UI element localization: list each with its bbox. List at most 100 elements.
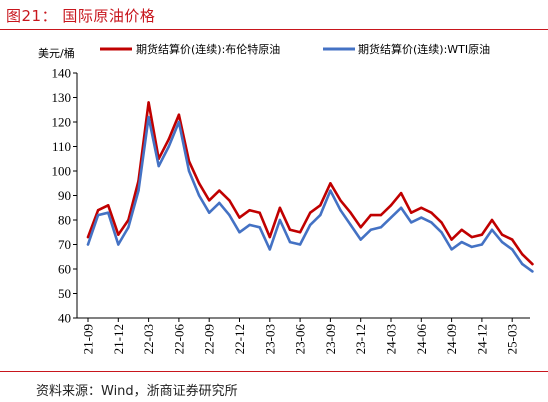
brent-data-point [430, 211, 433, 214]
brent-data-point [228, 199, 231, 202]
brent-data-point [278, 206, 282, 209]
brent-data-point [298, 231, 302, 234]
brent-data-point [369, 213, 372, 217]
wti-data-point [410, 221, 413, 224]
wti-data-point [309, 223, 312, 227]
y-tick-label: 120 [52, 115, 72, 130]
x-tick-label: 21-12 [111, 324, 126, 354]
source-rule [0, 371, 548, 372]
x-tick-label: 21-09 [81, 324, 96, 354]
wti-data-point [107, 211, 110, 214]
x-tick-label: 23-09 [323, 324, 338, 354]
wti-data-point [531, 270, 534, 273]
brent-data-point [511, 238, 514, 241]
brent-data-point [329, 182, 332, 185]
brent-data-point [389, 204, 393, 207]
brent-data-point [490, 218, 494, 222]
brent-data-point [339, 199, 342, 202]
wti-data-point [258, 226, 261, 229]
wti-data-point [369, 228, 372, 231]
brent-data-point [460, 228, 463, 231]
brent-data-point [399, 191, 403, 195]
brent-data-point [238, 216, 241, 219]
wti-data-point [359, 238, 362, 241]
y-tick-label: 140 [52, 66, 72, 81]
x-tick-label: 24-03 [384, 324, 399, 354]
wti-data-point [157, 164, 160, 168]
wti-data-point [278, 218, 282, 222]
x-tick-label: 24-09 [444, 324, 459, 354]
brent-data-point [480, 233, 484, 236]
wti-data-point [470, 245, 473, 249]
brent-data-point [177, 113, 181, 116]
y-tick-label: 110 [52, 139, 71, 154]
brent-data-point [420, 206, 423, 209]
y-tick-label: 70 [58, 237, 71, 252]
wti-data-point [430, 221, 433, 224]
brent-data-point [258, 211, 261, 214]
wti-data-point [450, 248, 453, 251]
brent-data-point [288, 228, 292, 231]
brent-data-point [309, 211, 312, 214]
wti-data-point [399, 206, 403, 209]
wti-data-point [420, 216, 423, 219]
wti-data-point [329, 189, 332, 192]
chart-axes: 40 50 60 70 80 90 100 110 120 130 140 21-09 21-12 22-… [52, 66, 530, 354]
legend-label-wti: 期货结算价(连续):WTI原油 [358, 42, 490, 56]
brent-data-point [197, 182, 201, 185]
brent-data-point [531, 262, 534, 266]
wti-data-point [117, 243, 120, 246]
brent-data-point [117, 233, 120, 236]
brent-data-point [450, 238, 453, 241]
x-tick-label: 23-03 [262, 324, 277, 354]
y-tick-label: 50 [58, 286, 71, 301]
brent-data-point [319, 204, 322, 207]
wti-data-point [288, 240, 292, 244]
wti-data-point [127, 226, 130, 229]
wti-data-point [490, 228, 494, 231]
brent-data-point [500, 233, 504, 236]
x-tick-label: 22-03 [141, 324, 156, 354]
wti-data-point [349, 223, 352, 227]
source-note: 资料来源：Wind，浙商证券研究所 [36, 384, 238, 399]
wti-data-point [187, 169, 191, 173]
y-tick-label: 90 [58, 188, 71, 203]
x-tick-label: 24-12 [474, 324, 489, 354]
brent-data-point [349, 211, 352, 214]
wti-data-point [228, 213, 231, 217]
legend-label-brent: 期货结算价(连续):布伦特原油 [136, 42, 280, 56]
wti-data-point [167, 145, 170, 148]
x-tick-label: 23-12 [353, 324, 368, 354]
wti-series-line [86, 115, 534, 273]
wti-data-point [500, 240, 504, 244]
wti-data-point [440, 231, 443, 234]
wti-data-point [137, 189, 140, 192]
wti-data-point [521, 262, 524, 266]
brent-data-point [268, 235, 271, 239]
brent-data-point [147, 101, 150, 104]
brent-data-point [167, 138, 170, 141]
wti-data-point [248, 223, 251, 227]
wti-data-point [319, 213, 322, 217]
wti-data-point [197, 194, 201, 197]
y-axis-unit-label: 美元/桶 [38, 46, 75, 60]
y-tick-label: 40 [58, 311, 71, 326]
brent-data-point [218, 189, 221, 192]
wti-data-point [298, 243, 302, 246]
brent-data-point [248, 209, 251, 212]
wti-data-point [238, 231, 241, 234]
oil-price-chart: 40 50 60 70 80 90 100 110 120 130 140 21-09 21-12 22-… [38, 42, 534, 354]
y-tick-label: 130 [52, 90, 72, 105]
brent-data-point [521, 253, 524, 256]
y-tick-label: 80 [58, 213, 71, 228]
title-rule [0, 29, 548, 30]
figure-title: 图21： 国际原油价格 [6, 7, 156, 25]
y-tick-label: 60 [58, 262, 71, 277]
wti-data-point [339, 209, 342, 212]
brent-data-point [96, 209, 100, 212]
brent-data-point [86, 235, 90, 239]
wti-data-point [480, 243, 484, 246]
wti-data-point [379, 226, 383, 229]
x-tick-label: 22-12 [232, 324, 247, 354]
wti-data-point [86, 243, 90, 246]
